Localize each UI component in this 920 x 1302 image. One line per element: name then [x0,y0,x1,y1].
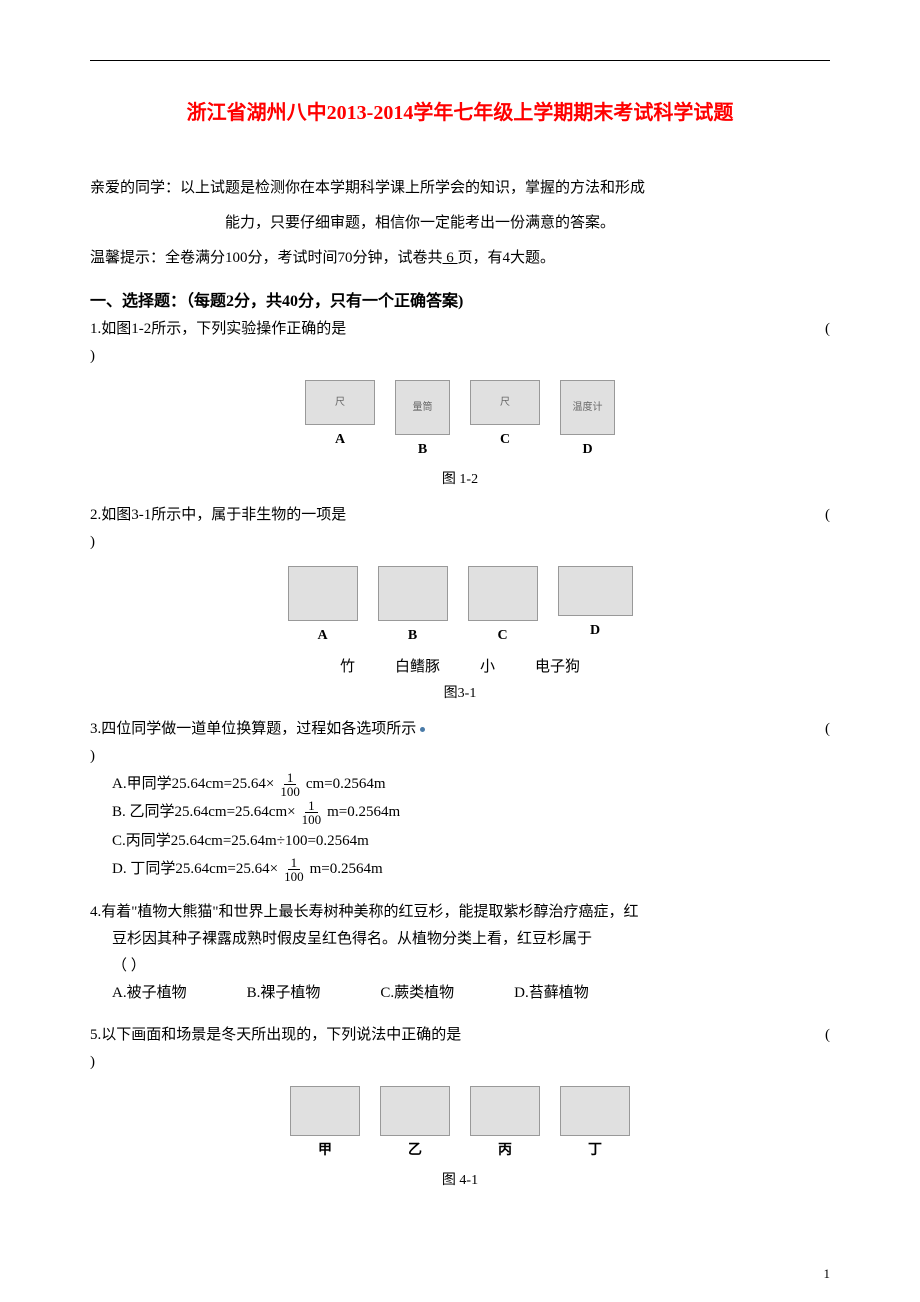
question-5: 5.以下画面和场景是冬天所出现的，下列说法中正确的是 ( ) 甲 乙 丙 丁 图… [90,1022,830,1193]
page-number: 1 [824,1266,831,1282]
q2-name-a: 竹 [340,654,355,681]
q2-names: 竹 白鳍豚 小 电子狗 [90,654,830,681]
q4-options: A.被子植物 B.裸子植物 C.蕨类植物 D.苔藓植物 [90,980,830,1007]
q1-label-d: D [582,437,592,462]
exam-title: 浙江省湖州八中2013-2014学年七年级上学期期末考试科学试题 [90,96,830,125]
q5-figures: 甲 乙 丙 丁 [90,1086,830,1163]
q5-caption: 图 4-1 [90,1168,830,1193]
q4-paren: （ ） [90,953,830,980]
intro-line2: 能力，只要仔细审题，相信你一定能考出一份满意的答案。 [90,210,830,237]
q2-name-c: 小 [480,654,495,681]
q5-img-4 [560,1086,630,1136]
hint: 温馨提示：全卷满分100分，考试时间70分钟，试卷共 6 页，有4大题。 [90,245,830,272]
question-2: 2.如图3-1所示中，属于非生物的一项是 ( ) A B C D 竹 白鳍豚 小… [90,502,830,705]
q1-paren: ( [825,316,830,343]
q1-label-a: A [335,427,345,452]
hint-prefix: 温馨提示：全卷满分100分，考试时间70分钟，试卷共 [90,250,443,266]
q1-paren2: ) [90,343,830,370]
q3-opt-d: D. 丁同学25.64cm=25.64×1100m=0.2564m [90,855,830,884]
q3-paren: ( [825,716,830,743]
question-4: 4.有着"植物大熊猫"和世界上最长寿树种美称的红豆杉，能提取紫杉醇治疗癌症，红 … [90,899,830,1007]
q4-opt-d: D.苔藓植物 [514,980,589,1007]
top-divider [90,60,830,61]
q5-label-4: 丁 [588,1138,602,1163]
question-3: 3.四位同学做一道单位换算题，过程如各选项所示 ( ) A.甲同学25.64cm… [90,716,830,884]
q4-line1: 4.有着"植物大熊猫"和世界上最长寿树种美称的红豆杉，能提取紫杉醇治疗癌症，红 [90,899,830,926]
q4-line2: 豆杉因其种子裸露成熟时假皮呈红色得名。从植物分类上看，红豆杉属于 [90,926,830,953]
q3-opt-c: C.丙同学25.64cm=25.64m÷100=0.2564m [90,827,830,856]
q1-caption: 图 1-2 [90,467,830,492]
q4-opt-b: B.裸子植物 [247,980,321,1007]
q1-text: 1.如图1-2所示，下列实验操作正确的是 [90,316,346,343]
dot-icon [420,727,425,732]
q2-img-b [378,566,448,621]
q1-img-c: 尺 [470,380,540,425]
q1-img-b: 量筒 [395,380,450,435]
q3-opt-a: A.甲同学25.64cm=25.64×1100cm=0.2564m [90,770,830,799]
q2-name-b: 白鳍豚 [395,654,440,681]
q4-opt-a: A.被子植物 [112,980,187,1007]
q5-text: 5.以下画面和场景是冬天所出现的，下列说法中正确的是 [90,1022,461,1049]
q2-name-d: 电子狗 [535,654,580,681]
q5-paren2: ) [90,1049,830,1076]
q2-paren: ( [825,502,830,529]
q5-img-3 [470,1086,540,1136]
q1-figures: 尺A 量筒B 尺C 温度计D [90,380,830,462]
q5-label-2: 乙 [408,1138,422,1163]
q3-opt-b: B. 乙同学25.64cm=25.64cm×1100m=0.2564m [90,798,830,827]
q2-label-b: B [408,623,417,648]
q2-figures: A B C D [90,566,830,648]
q2-label-a: A [317,623,327,648]
q5-label-1: 甲 [318,1138,332,1163]
q2-text: 2.如图3-1所示中，属于非生物的一项是 [90,502,346,529]
q3-paren2: ) [90,743,830,770]
q2-img-c [468,566,538,621]
q3-text: 3.四位同学做一道单位换算题，过程如各选项所示 [90,721,416,737]
q1-img-d: 温度计 [560,380,615,435]
q5-paren: ( [825,1022,830,1049]
q1-img-a: 尺 [305,380,375,425]
q5-label-3: 丙 [498,1138,512,1163]
q1-label-b: B [418,437,427,462]
question-1: 1.如图1-2所示，下列实验操作正确的是 ( ) 尺A 量筒B 尺C 温度计D … [90,316,830,492]
q5-img-2 [380,1086,450,1136]
q2-img-d [558,566,633,616]
section-1-header: 一、选择题：（每题2分，共40分，只有一个正确答案) [90,287,830,311]
q2-caption: 图3-1 [90,681,830,706]
q2-label-c: C [497,623,507,648]
q5-img-1 [290,1086,360,1136]
hint-suffix: 页，有4大题。 [458,250,556,266]
q2-label-d: D [590,618,600,643]
q1-label-c: C [500,427,510,452]
q2-img-a [288,566,358,621]
q2-paren2: ) [90,529,830,556]
q4-opt-c: C.蕨类植物 [380,980,454,1007]
hint-pages: 6 [443,250,458,266]
intro-line1: 亲爱的同学：以上试题是检测你在本学期科学课上所学会的知识，掌握的方法和形成 [90,175,830,202]
